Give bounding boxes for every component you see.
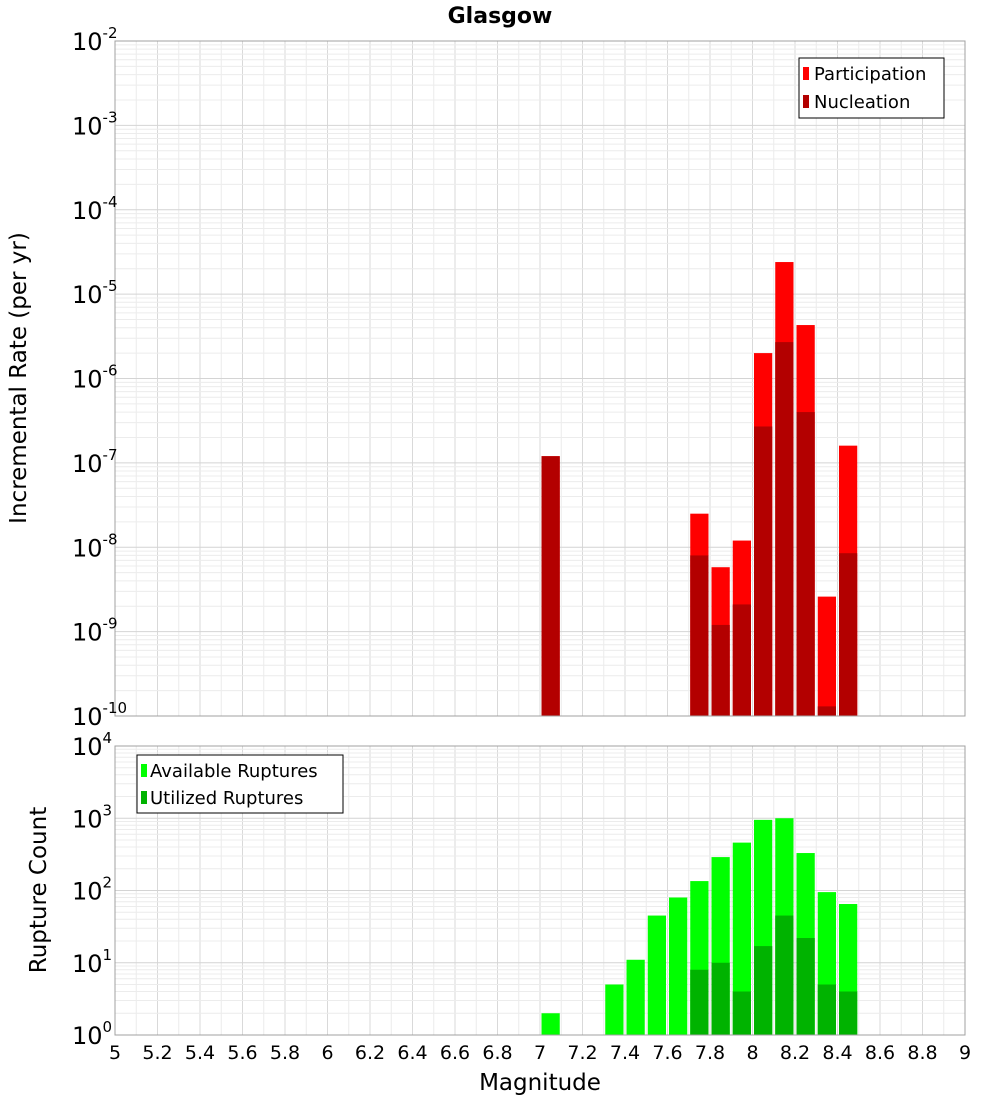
x-tick-label: 8.2 [780,1042,810,1064]
legend-label-utilized: Utilized Ruptures [150,788,303,809]
bottom-y-tick-labels: 104 103 102 101 100 [72,729,112,1050]
top-bar-b [796,412,815,716]
top-y-tick-label: 10-4 [72,193,118,225]
legend-label-participation: Participation [814,64,926,85]
legend-swatch-utilized [141,791,147,804]
legend-label-available: Available Ruptures [150,761,318,782]
x-tick-label: 7.2 [567,1042,597,1064]
bottom-bar-b [839,991,858,1035]
bottom-y-tick-label: 102 [72,874,112,906]
x-tick-label: 9 [959,1042,971,1064]
top-bar-b [775,342,794,716]
top-bar-b [754,426,773,716]
bottom-bars [541,818,858,1035]
x-tick-label: 6.4 [397,1042,427,1064]
legend-swatch-nucleation [803,95,809,108]
x-tick-label: 5.4 [185,1042,215,1064]
bottom-bar-b [817,984,836,1035]
bottom-bar-a [541,1013,560,1035]
x-tick-label: 7.6 [652,1042,682,1064]
bottom-bar-b [690,969,709,1035]
top-y-tick-labels: 10-2 10-3 10-4 10-5 10-6 10-7 10-8 10-9 10-10 [72,24,127,731]
bottom-plot-frame [114,745,966,1036]
x-tick-label: 8.8 [907,1042,937,1064]
top-grid [114,41,966,717]
bottom-y-tick-label: 103 [72,801,112,833]
top-bar-b [711,624,730,716]
chart-title: Glasgow [448,4,553,29]
bottom-bar-a [669,897,688,1035]
top-y-tick-label: 10-5 [72,277,118,309]
x-tick-label: 7.8 [695,1042,725,1064]
x-tick-labels: 5 5.2 5.4 5.6 5.8 6 6.2 6.4 6.6 6.8 7 7.2 7.4 7.6 7.8 8… [109,1042,971,1064]
top-y-tick-label: 10-2 [72,24,118,56]
bottom-bar-a [732,842,751,1035]
top-y-tick-label: 10-6 [72,362,118,394]
bottom-panel: 104 103 102 101 100 5 5.2 5.4 5.6 5.8 6 6.2 6.4 6.6 6… [26,729,971,1096]
top-bar-b [839,553,858,716]
bottom-bar-b [796,938,815,1035]
legend-swatch-available [141,764,147,777]
top-legend-box [798,57,945,119]
top-bar-b [817,706,836,716]
top-y-axis-label: Incremental Rate (per yr) [6,232,32,524]
top-y-tick-label: 10-8 [72,530,118,562]
top-plot-frame [114,40,966,717]
bottom-bar-a [647,915,666,1035]
bottom-bar-a [626,959,645,1035]
top-y-tick-label: 10-3 [72,108,118,140]
x-tick-label: 6.6 [440,1042,470,1064]
top-panel: 10-2 10-3 10-4 10-5 10-6 10-7 10-8 10-9 10-10 In… [6,24,966,731]
top-legend: Participation Nucleation [798,57,945,119]
x-tick-label: 7 [534,1042,546,1064]
top-bar-b [732,604,751,716]
top-bars [541,262,858,716]
top-y-tick-label: 10-10 [72,699,127,731]
bottom-y-tick-label: 101 [72,946,112,978]
legend-swatch-participation [803,67,809,80]
x-tick-label: 5.2 [142,1042,172,1064]
x-tick-label: 8.6 [865,1042,895,1064]
bottom-bar-b [732,991,751,1035]
bottom-bar-a [605,984,624,1035]
top-bar-b [541,456,560,716]
bottom-bar-b [711,962,730,1035]
bottom-legend-box [136,754,344,814]
bottom-bar-b [775,915,794,1035]
bottom-y-tick-label: 104 [72,729,112,761]
x-tick-label: 6.2 [355,1042,385,1064]
bottom-y-axis-label: Rupture Count [26,807,52,973]
legend-label-nucleation: Nucleation [814,92,910,113]
top-y-tick-label: 10-7 [72,446,118,478]
x-tick-label: 5 [109,1042,121,1064]
top-y-tick-label: 10-9 [72,615,118,647]
x-tick-label: 7.4 [610,1042,640,1064]
x-tick-label: 5.6 [227,1042,257,1064]
top-bar-b [690,555,709,716]
bottom-legend: Available Ruptures Utilized Ruptures [136,754,344,814]
x-tick-label: 8 [746,1042,758,1064]
x-tick-label: 8.4 [822,1042,852,1064]
x-tick-label: 5.8 [270,1042,300,1064]
x-axis-label: Magnitude [479,1070,601,1096]
x-tick-label: 6.8 [482,1042,512,1064]
bottom-y-tick-label: 100 [72,1018,112,1050]
x-tick-label: 6 [321,1042,333,1064]
bottom-bar-b [754,946,773,1035]
top-bar-a [817,596,836,716]
